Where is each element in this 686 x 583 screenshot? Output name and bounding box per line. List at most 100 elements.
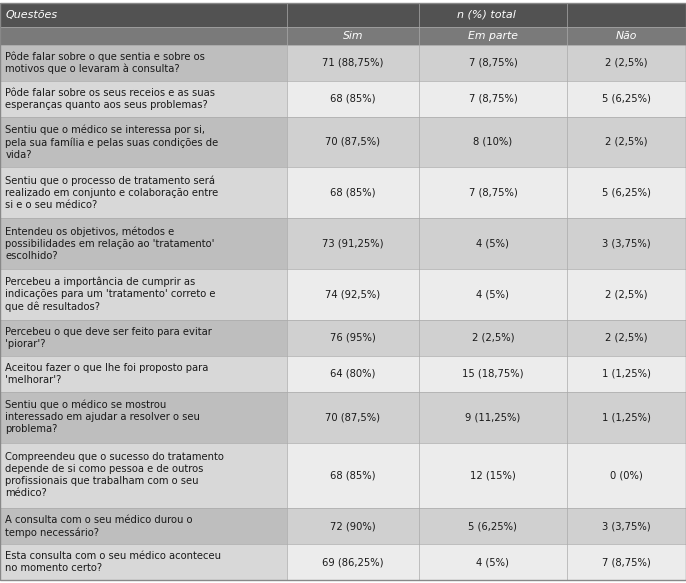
Text: 74 (92,5%): 74 (92,5%) [325, 290, 381, 300]
Bar [0, 508, 287, 544]
Text: 12 (15%): 12 (15%) [470, 470, 516, 480]
Bar [0, 167, 287, 218]
Bar [0, 45, 287, 80]
Bar [0, 269, 287, 320]
Text: Sim: Sim [343, 31, 363, 41]
Text: Percebeu o que deve ser feito para evitar
'piorar'?: Percebeu o que deve ser feito para evita… [5, 327, 213, 349]
Bar [567, 508, 686, 544]
Bar [287, 442, 419, 508]
Bar [0, 320, 287, 356]
Bar [567, 167, 686, 218]
Bar [0, 218, 287, 269]
Text: Em parte: Em parte [468, 31, 518, 41]
Bar [419, 320, 567, 356]
Text: Pôde falar sobre os seus receios e as suas
esperanças quanto aos seus problemas?: Pôde falar sobre os seus receios e as su… [5, 87, 215, 110]
Text: 73 (91,25%): 73 (91,25%) [322, 238, 383, 249]
Bar [287, 508, 419, 544]
Text: 1 (1,25%): 1 (1,25%) [602, 368, 651, 379]
Text: 0 (0%): 0 (0%) [610, 470, 643, 480]
Text: Não: Não [615, 31, 637, 41]
Text: 68 (85%): 68 (85%) [330, 470, 376, 480]
Bar [0, 117, 287, 167]
Bar [567, 320, 686, 356]
Text: 71 (88,75%): 71 (88,75%) [322, 58, 383, 68]
Bar [419, 45, 567, 80]
Bar [419, 167, 567, 218]
Bar [0, 356, 287, 392]
Bar [419, 27, 567, 45]
Text: Aceitou fazer o que lhe foi proposto para
'melhorar'?: Aceitou fazer o que lhe foi proposto par… [5, 363, 209, 385]
Bar [0, 3, 287, 27]
Bar [287, 27, 419, 45]
Text: n (%) total: n (%) total [457, 10, 516, 20]
Bar [0, 27, 287, 45]
Bar [0, 544, 287, 580]
Bar [0, 442, 287, 508]
Text: 7 (8,75%): 7 (8,75%) [469, 58, 517, 68]
Text: 5 (6,25%): 5 (6,25%) [602, 188, 651, 198]
Bar [419, 218, 567, 269]
Bar [567, 45, 686, 80]
Bar [419, 269, 567, 320]
Bar [567, 442, 686, 508]
Bar [287, 544, 419, 580]
Text: 2 (2,5%): 2 (2,5%) [605, 333, 648, 343]
Text: Pôde falar sobre o que sentia e sobre os
motivos que o levaram à consulta?: Pôde falar sobre o que sentia e sobre os… [5, 51, 205, 74]
Text: 68 (85%): 68 (85%) [330, 188, 376, 198]
Bar [419, 117, 567, 167]
Text: 70 (87,5%): 70 (87,5%) [325, 412, 381, 422]
Text: 2 (2,5%): 2 (2,5%) [605, 290, 648, 300]
Bar [419, 442, 567, 508]
Text: 69 (86,25%): 69 (86,25%) [322, 557, 383, 567]
Text: Sentiu que o médico se interessa por si,
pela sua família e pelas suas condições: Sentiu que o médico se interessa por si,… [5, 124, 219, 160]
Text: Entendeu os objetivos, métodos e
possibilidades em relação ao 'tratamento'
escol: Entendeu os objetivos, métodos e possibi… [5, 226, 215, 261]
Bar [567, 269, 686, 320]
Text: A consulta com o seu médico durou o
tempo necessário?: A consulta com o seu médico durou o temp… [5, 515, 193, 538]
Text: Percebeu a importância de cumprir as
indicações para um 'tratamento' correto e
q: Percebeu a importância de cumprir as ind… [5, 277, 216, 312]
Text: Sentiu que o médico se mostrou
interessado em ajudar a resolver o seu
problema?: Sentiu que o médico se mostrou interessa… [5, 400, 200, 434]
Bar [419, 392, 567, 442]
Bar [287, 269, 419, 320]
Bar [287, 117, 419, 167]
Text: 5 (6,25%): 5 (6,25%) [602, 94, 651, 104]
Text: 2 (2,5%): 2 (2,5%) [472, 333, 514, 343]
Text: Questões: Questões [5, 10, 58, 20]
Bar [567, 356, 686, 392]
Text: 7 (8,75%): 7 (8,75%) [602, 557, 651, 567]
Text: 5 (6,25%): 5 (6,25%) [469, 521, 517, 531]
Bar [287, 167, 419, 218]
Text: Sentiu que o processo de tratamento será
realizado em conjunto e colaboração ent: Sentiu que o processo de tratamento será… [5, 175, 219, 210]
Text: 4 (5%): 4 (5%) [477, 238, 509, 249]
Bar [567, 27, 686, 45]
Text: 3 (3,75%): 3 (3,75%) [602, 238, 650, 249]
Text: 3 (3,75%): 3 (3,75%) [602, 521, 650, 531]
Text: 4 (5%): 4 (5%) [477, 290, 509, 300]
Bar [419, 80, 567, 117]
Text: 2 (2,5%): 2 (2,5%) [605, 58, 648, 68]
Text: 7 (8,75%): 7 (8,75%) [469, 94, 517, 104]
Bar [287, 45, 419, 80]
Text: Esta consulta com o seu médico aconteceu
no momento certo?: Esta consulta com o seu médico aconteceu… [5, 551, 222, 573]
Bar [567, 544, 686, 580]
Text: 15 (18,75%): 15 (18,75%) [462, 368, 523, 379]
Bar [567, 218, 686, 269]
Text: 8 (10%): 8 (10%) [473, 137, 512, 147]
Bar [0, 392, 287, 442]
Text: 68 (85%): 68 (85%) [330, 94, 376, 104]
Text: 2 (2,5%): 2 (2,5%) [605, 137, 648, 147]
Bar [287, 320, 419, 356]
Bar [419, 508, 567, 544]
Bar [287, 392, 419, 442]
Bar [567, 392, 686, 442]
Text: 76 (95%): 76 (95%) [330, 333, 376, 343]
Text: 7 (8,75%): 7 (8,75%) [469, 188, 517, 198]
Text: 72 (90%): 72 (90%) [330, 521, 376, 531]
Bar [287, 80, 419, 117]
Bar [567, 117, 686, 167]
Bar [419, 356, 567, 392]
Text: 70 (87,5%): 70 (87,5%) [325, 137, 381, 147]
Text: 1 (1,25%): 1 (1,25%) [602, 412, 651, 422]
Text: 9 (11,25%): 9 (11,25%) [465, 412, 521, 422]
Text: 4 (5%): 4 (5%) [477, 557, 509, 567]
Bar [287, 356, 419, 392]
